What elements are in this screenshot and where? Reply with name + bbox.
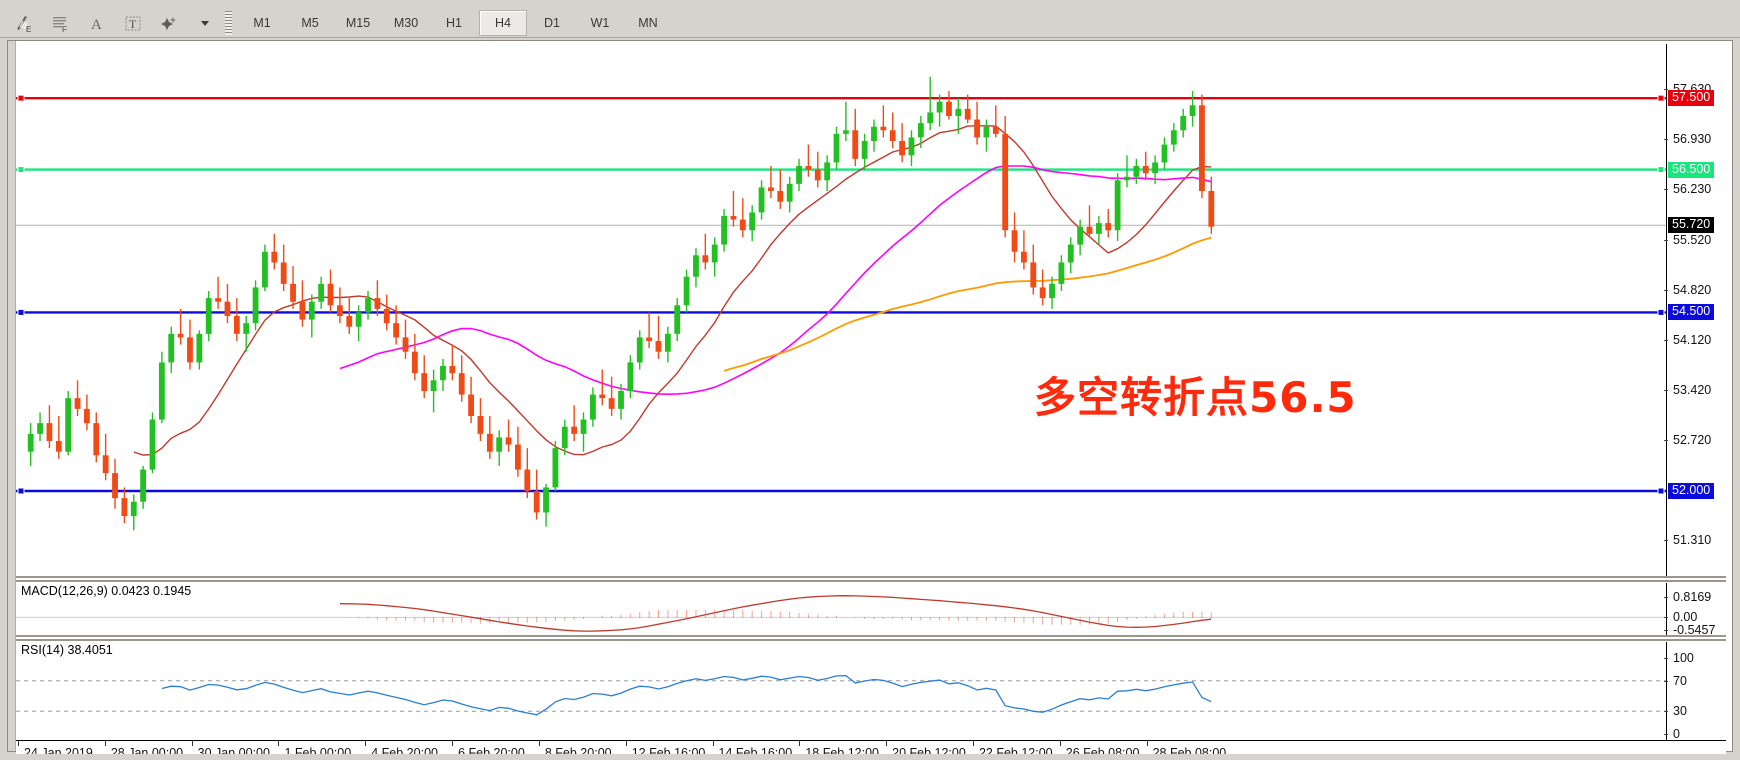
status-bar [0,754,1740,760]
price-plot [16,76,1666,531]
macd-plot [16,595,1666,632]
toolbar-grip[interactable] [225,10,232,35]
svg-text:A: A [91,17,102,33]
svg-text:E: E [26,25,31,33]
price-pane[interactable]: 多空转折点56.5 57.630 56.930 56.230 55.520 54.820… [16,44,1726,576]
timeframe-w1-button[interactable]: W1 [590,15,610,30]
pane-divider [16,639,1726,641]
timeframe-mn-button[interactable]: MN [638,15,658,30]
pane-divider [16,580,1726,582]
expert-advisors-icon[interactable]: E [8,10,42,35]
price-tick: 54.820 [1664,283,1711,297]
pane-divider [16,635,1726,637]
rsi-tick: 100 [1664,651,1694,665]
timeframe-m5-button[interactable]: M5 [301,15,319,30]
resistance-level-tag: 57.500 [1668,90,1715,107]
objects-dropdown-icon[interactable] [188,10,222,35]
macd-label: MACD(12,26,9) 0.0423 0.1945 [21,584,192,598]
timeframe-m15-button[interactable]: M15 [345,15,371,30]
price-tick: 54.120 [1664,333,1711,347]
fibonacci-icon[interactable]: F [44,10,78,35]
price-tick: 56.930 [1664,132,1711,146]
price-tick: 52.720 [1664,433,1711,447]
rsi-tick: 70 [1664,674,1687,688]
chart-toolbar: E F A T [0,8,1740,38]
timeframe-h1-button[interactable]: H1 [446,15,462,30]
rsi-scale: 100 70 30 0 [1664,642,1726,741]
svg-text:T: T [129,17,137,31]
timeframe-h4-button[interactable]: H4 [479,9,527,36]
last-price-tag: 55.720 [1668,217,1715,234]
svg-text:F: F [62,25,67,33]
price-tick: 51.310 [1664,533,1711,547]
support-level-tag: 52.000 [1668,483,1715,499]
macd-pane[interactable]: MACD(12,26,9) 0.0423 0.1945 0.8169 0.00 -0… [16,583,1726,637]
rsi-pane[interactable]: RSI(14) 38.4051 100 70 30 0 [16,642,1726,741]
text-tool-icon[interactable]: A [80,10,114,35]
rsi-tick: 30 [1664,704,1687,718]
price-scale[interactable]: 57.630 56.930 56.230 55.520 54.820 54.120 53.4… [1664,44,1726,576]
chart-window: USOil-,H4 55.670 55.800 55.660 55.720 SE… [7,40,1733,767]
timeframe-m30-button[interactable]: M30 [393,15,419,30]
timeframe-d1-button[interactable]: D1 [544,15,560,30]
pane-divider [16,576,1726,578]
timeframe-m1-button[interactable]: M1 [253,15,271,30]
rsi-tick: 0 [1664,727,1680,741]
price-tick: 55.520 [1664,233,1711,247]
macd-tick: -0.5457 [1664,623,1715,637]
objects-icon[interactable] [152,10,186,35]
macd-tick: 0.00 [1664,610,1697,624]
chart-left-gutter [8,41,16,751]
support-level-tag: 54.500 [1668,304,1715,321]
macd-tick: 0.8169 [1664,590,1711,604]
macd-scale: 0.8169 0.00 -0.5457 [1664,583,1726,637]
price-tick: 56.230 [1664,182,1711,196]
rsi-plot [16,674,1666,716]
pivot-level-tag: 56.500 [1668,161,1715,178]
chart-annotation: 多空转折点56.5 [1034,373,1357,422]
text-label-icon[interactable]: T [116,10,150,35]
price-tick: 53.420 [1664,383,1711,397]
rsi-label: RSI(14) 38.4051 [21,643,113,657]
